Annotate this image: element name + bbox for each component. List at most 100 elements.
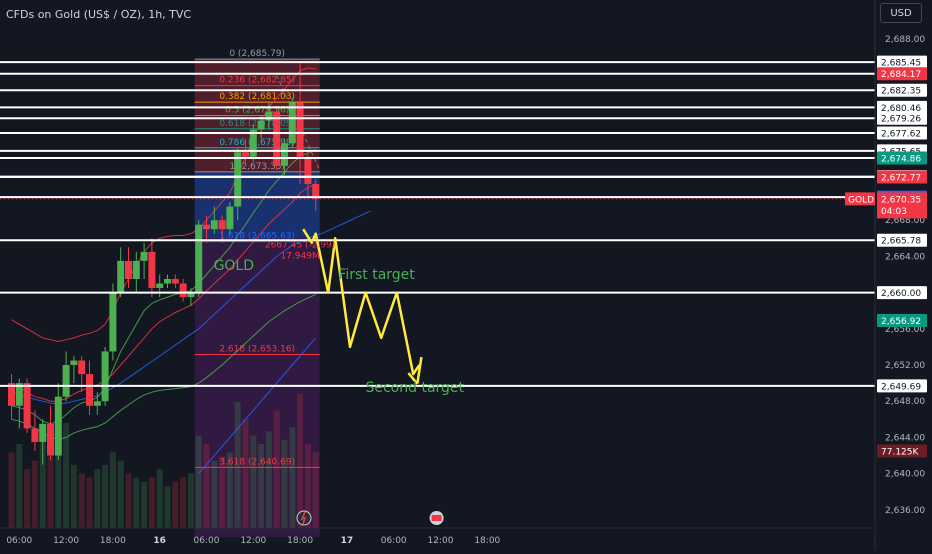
candle-body [288,102,296,144]
volume-bar [55,448,62,528]
volume-bar [39,435,46,528]
volume-bar [109,452,116,528]
candle-body [132,260,140,279]
time-tick: 18:00 [100,536,126,546]
volume-bar [289,427,296,528]
price-label-box [877,83,927,97]
volume-bar [234,402,241,528]
volume-bar [180,477,187,528]
time-tick: 18:00 [474,536,500,546]
moving-average-line [11,183,316,402]
fib-level-label: 0.618 (2,678.09) [219,119,295,129]
price-label: 2,677.62 [881,130,921,140]
candle-body [125,260,132,279]
projection-arrowhead [407,356,423,385]
volume-bar [117,460,124,528]
candle-body [39,423,47,442]
price-label-box [877,170,927,184]
price-tick: 2,644.00 [885,433,925,443]
currency-button[interactable]: USD [880,3,922,23]
volume-bar [203,444,210,528]
candle-body [312,183,320,199]
candle-body [140,251,148,261]
candle-body [265,111,273,121]
price-axis[interactable]: 2,688.00 2,636.00 2,640.00 2,644.00 2,648.00… [845,0,932,550]
price-label: 2,674.86 [881,155,921,165]
measure-price: 2667.45 (-2.99) [265,240,335,250]
price-label: 2,685.45 [881,59,921,69]
volume-bar [156,469,163,528]
volume-bar [148,477,155,528]
price-tick: 2,656.00 [885,325,925,335]
candle-body [86,374,93,406]
volume-bar [242,418,249,528]
candle-body [156,283,164,289]
price-label: 2,660.00 [881,289,921,299]
moving-average-line [11,67,316,343]
price-label-box [877,100,927,114]
candle-body [234,152,242,207]
candle-body [210,220,218,230]
time-axis[interactable]: 06:00 12:00 18:00 16 06:00 12:00 18:00 17 06:00 1… [0,510,875,546]
volume-bar [258,444,265,528]
volume-bar [133,477,140,528]
price-label: 2,679.26 [881,115,921,125]
candle-body [242,152,249,157]
price-tick: 2,648.00 [885,397,925,407]
chart-title: CFDs on Gold (US$ / OZ), 1h, TVC [6,8,192,21]
candle-body [93,401,101,406]
time-tick: 12:00 [53,536,79,546]
price-label-box [877,233,927,247]
volume-bar [47,456,54,528]
time-tick: 06:00 [194,536,220,546]
volume-bar [78,473,85,528]
symbol-tag-box [845,192,875,206]
candles-layer [8,61,320,465]
candle-body [47,423,54,456]
fib-level-label: 1 (2,673.33) [229,162,285,172]
volume-bar [195,435,202,528]
candle-body [179,283,187,298]
candle-body [164,279,171,284]
projection-path [302,228,421,376]
time-tick: 12:00 [428,536,454,546]
volume-bar [8,452,15,528]
volume-layer [8,393,319,528]
candle-body [187,292,195,298]
risk-zone [194,238,320,538]
candle-body [62,365,70,397]
time-tick: 17 [341,536,354,546]
volume-bar [219,456,226,528]
price-tick: 2,664.00 [885,252,925,262]
time-tick: 18:00 [287,536,313,546]
volume-bar [125,473,132,528]
price-tick: 2,652.00 [885,361,925,371]
price-label: 77.125K [881,448,919,458]
symbol-tag: GOLD [848,195,874,205]
volume-bar [24,469,31,528]
volume-bar [297,393,304,528]
price-label-box [877,126,927,140]
moving-average-line [11,210,371,405]
chart-annotation: Second target [365,380,464,396]
volume-bar [226,452,233,528]
position-box-layer [194,59,320,538]
candle-body [101,351,109,402]
annotations-layer: GOLD First target Second target 2667.45 (-2… [214,240,465,396]
price-label: 2,680.46 [881,104,921,114]
fib-level-label: 3.618 (2,640.69) [219,457,295,467]
candle-body [195,224,203,293]
volume-bar [265,431,272,528]
lightning-bolt [300,511,307,525]
fib-level-label: 0.236 (2,682.85) [219,76,295,86]
candle-body [226,206,234,230]
time-tick: 06:00 [381,536,407,546]
candle-body [249,129,257,157]
price-label-box [877,379,927,393]
volume-bar [187,473,194,528]
fib-level-label: 0 (2,685.79) [229,49,285,59]
candle-body [70,360,78,366]
price-label-box [877,67,927,81]
